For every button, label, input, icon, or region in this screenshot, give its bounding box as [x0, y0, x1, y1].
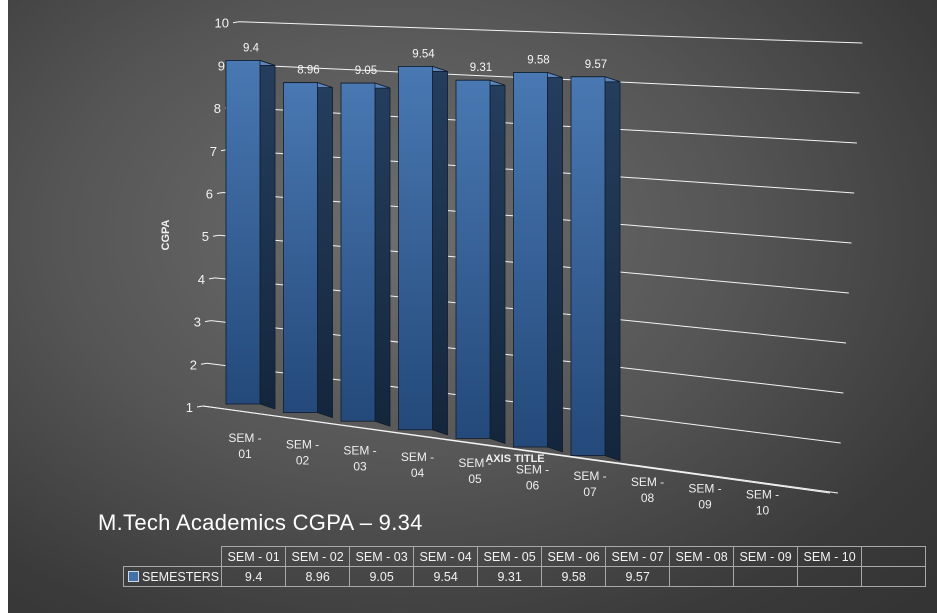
x-axis-labels: SEM -01 SEM -02 SEM -03 SEM -04 SEM -05 SEM -… — [228, 431, 779, 518]
y-axis-title: CGPA — [160, 219, 172, 250]
table-header-cell: SEM - 06 — [541, 546, 607, 567]
bar-side — [259, 59, 276, 410]
data-table: SEM - 01 SEM - 02 SEM - 03 SEM - 04 SEM - 05… — [122, 546, 927, 587]
table-header-cell: SEM - 03 — [349, 546, 415, 567]
y-tick-mark — [208, 277, 216, 280]
y-tick-mark — [196, 405, 204, 408]
table-header-cell: SEM - 02 — [285, 546, 351, 567]
table-header-cell: SEM - 01 — [221, 546, 287, 567]
bar-side — [547, 71, 563, 453]
bar-side — [604, 76, 621, 462]
y-tick-label: 3 — [194, 315, 201, 330]
bar-side — [317, 82, 333, 419]
table-header-cell: SEM - 04 — [413, 546, 479, 567]
bar — [398, 65, 448, 436]
table-empty-cell — [861, 566, 927, 587]
x-tick-label: SEM -05 — [458, 456, 491, 486]
table-value-cell: 9.58 — [541, 566, 607, 587]
y-tick-mark — [212, 234, 220, 237]
y-tick-mark — [232, 21, 240, 24]
table-empty-cell — [861, 546, 927, 567]
legend-key — [128, 570, 139, 582]
bar-front — [225, 60, 261, 405]
data-label: 9.4 — [243, 42, 260, 54]
x-tick-label: SEM -01 — [228, 431, 261, 461]
table-header-cell: SEM - 09 — [733, 546, 799, 567]
series-name: SEMESTERS — [142, 569, 220, 584]
y-tick-mark — [216, 192, 224, 194]
table-value-cell: 8.96 — [285, 566, 351, 587]
bars — [225, 59, 621, 462]
y-tick-label: 8 — [214, 101, 221, 116]
table-value-cell: 9.31 — [477, 566, 543, 587]
data-labels: 9.4 8.96 9.05 9.54 9.31 9.58 9.57 — [243, 42, 607, 77]
y-tick-label: 2 — [190, 357, 197, 372]
data-label: 9.05 — [355, 65, 377, 77]
data-label: 9.57 — [585, 59, 607, 71]
table-header-cell: SEM - 10 — [797, 546, 863, 567]
y-tick-mark — [200, 362, 208, 365]
table-header-cell: SEM - 05 — [477, 546, 543, 567]
x-tick-label: SEM -08 — [631, 475, 664, 505]
bar-front — [455, 79, 491, 439]
x-tick-label: SEM -07 — [573, 469, 606, 499]
bar — [340, 82, 391, 427]
x-axis-title: AXIS TITLE — [485, 453, 544, 465]
table-header-cell: SEM - 08 — [669, 546, 735, 567]
y-tick-label: 5 — [202, 229, 209, 244]
y-tick-mark — [204, 320, 212, 323]
bar-side — [374, 82, 391, 427]
bar — [570, 76, 621, 462]
bar — [513, 71, 563, 453]
y-tick-label: 10 — [215, 16, 229, 31]
data-label: 9.54 — [412, 48, 435, 60]
table-value-cell: 9.57 — [605, 566, 671, 587]
bar-front — [340, 82, 376, 422]
y-tick-label: 1 — [186, 400, 193, 415]
y-tick-label: 4 — [198, 272, 205, 287]
bar-side — [489, 79, 506, 444]
table-value-cell — [797, 566, 863, 587]
table-value-cell — [669, 566, 735, 587]
data-table-corner — [123, 546, 223, 567]
table-value-cell — [733, 566, 799, 587]
y-tick-label: 6 — [206, 187, 213, 202]
x-tick-label: SEM -09 — [688, 481, 721, 511]
x-tick-label: SEM -03 — [343, 444, 376, 474]
data-label: 9.31 — [470, 62, 492, 74]
bar-front — [570, 76, 606, 457]
table-header-cell: SEM - 07 — [605, 546, 671, 567]
data-table-row: SEMESTERS 9.4 8.96 9.05 9.54 9.31 9.58 9.57 — [122, 566, 927, 587]
bar-side — [432, 65, 448, 436]
table-value-cell: 9.05 — [349, 566, 415, 587]
table-value-cell: 9.4 — [221, 566, 287, 587]
y-axis-ticks: 1 2 3 4 5 6 7 8 9 10 — [186, 16, 229, 415]
data-table-header: SEM - 01 SEM - 02 SEM - 03 SEM - 04 SEM - 05… — [123, 546, 927, 567]
y-tick-label: 7 — [210, 144, 217, 159]
bar — [283, 82, 333, 419]
gridline — [238, 21, 863, 44]
chart-area: 1 2 3 4 5 6 7 8 9 10 9.4 8.96 9.05 9.54 9.31 9.58 9.57 … — [8, 0, 937, 613]
x-tick-label: SEM -10 — [746, 488, 779, 518]
y-tick-label: 9 — [218, 58, 225, 73]
floor-line — [202, 405, 831, 494]
x-tick-label: SEM -06 — [516, 463, 549, 493]
bar-front — [513, 72, 548, 448]
table-value-cell: 9.54 — [413, 566, 479, 587]
data-label: 9.58 — [527, 54, 549, 66]
data-label: 8.96 — [297, 65, 319, 77]
x-tick-label: SEM -02 — [286, 437, 319, 467]
legend-entry: SEMESTERS — [122, 566, 223, 587]
bar-front — [398, 66, 433, 431]
bar-front — [283, 82, 318, 413]
bar — [455, 79, 506, 444]
chart-title: M.Tech Academics CGPA – 9.34 — [98, 510, 423, 535]
bar — [225, 59, 276, 410]
x-tick-label: SEM -04 — [401, 450, 434, 480]
